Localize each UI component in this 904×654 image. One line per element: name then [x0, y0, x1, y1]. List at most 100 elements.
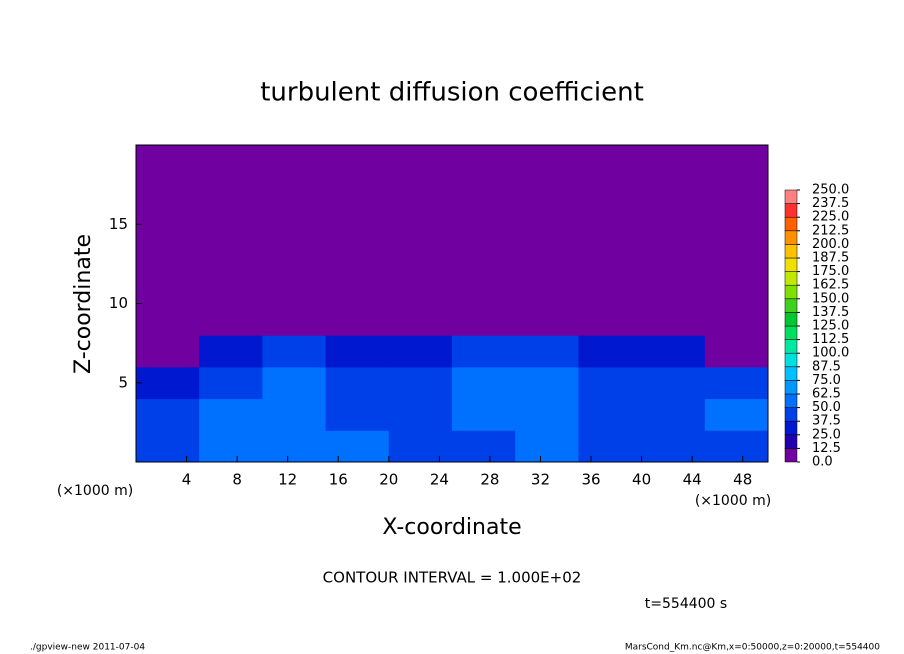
heat-cell — [199, 398, 263, 431]
colorbar-swatch — [784, 230, 798, 245]
colorbar-swatch — [784, 284, 798, 300]
heat-cell — [452, 335, 516, 368]
colorbar-swatch — [784, 380, 798, 395]
heat-cell — [452, 145, 516, 178]
heat-cell — [578, 271, 643, 304]
colorbar-swatch — [784, 312, 798, 327]
y-axis-label: Z-coordinate — [71, 234, 96, 374]
colorbar-swatch — [784, 366, 798, 381]
x-axis-label: X-coordinate — [382, 515, 521, 540]
colorbar-swatch — [784, 257, 798, 272]
time-label: t=554400 s — [645, 596, 727, 612]
heat-cell — [388, 240, 453, 273]
colorbar-swatch — [784, 216, 798, 232]
colorbar-swatch — [784, 325, 798, 340]
chart-title: turbulent diffusion coefficient — [260, 78, 644, 108]
heat-cell — [578, 240, 643, 273]
colorbar-swatch — [784, 189, 798, 204]
colorbar-label: 50.0 — [812, 400, 841, 415]
heat-cell — [515, 430, 579, 463]
heat-cell — [262, 335, 327, 368]
colorbar-swatch — [784, 352, 798, 368]
y-tick-label: 5 — [118, 373, 128, 391]
heat-cell — [325, 366, 390, 400]
colorbar-label: 150.0 — [812, 291, 849, 306]
colorbar-label: 0.0 — [812, 455, 833, 470]
colorbar-swatch — [784, 298, 798, 313]
colorbar-label: 25.0 — [812, 427, 841, 442]
heat-cell — [578, 335, 643, 368]
heat-cell — [199, 240, 263, 273]
x-unit-label: (×1000 m) — [695, 493, 771, 509]
heat-cell — [704, 303, 769, 336]
x-tick-label: 16 — [329, 471, 348, 489]
heat-cell — [452, 303, 516, 336]
heat-cell — [641, 303, 706, 336]
heat-cell — [262, 145, 327, 178]
heat-cell — [325, 240, 390, 273]
colorbar-label: 212.5 — [812, 223, 849, 238]
x-tick-label: 28 — [480, 471, 499, 489]
heat-cell — [578, 145, 643, 178]
colorbar-label: 100.0 — [812, 346, 849, 361]
colorbar-swatch — [784, 434, 798, 449]
heat-cell — [388, 145, 453, 178]
heat-cell — [136, 240, 200, 273]
heat-cell — [704, 398, 769, 431]
colorbar-swatch — [784, 339, 798, 354]
colorbar-label: 37.5 — [812, 414, 841, 429]
heat-cell — [325, 303, 390, 336]
heat-cell — [136, 145, 200, 178]
heat-cell — [262, 240, 327, 273]
colorbar-label: 75.0 — [812, 373, 841, 388]
heat-cell — [641, 208, 706, 241]
heat-cell — [704, 145, 769, 178]
colorbar-label: 137.5 — [812, 305, 849, 320]
heat-cell — [199, 208, 263, 241]
x-tick-label: 48 — [733, 471, 752, 489]
heat-cell — [199, 335, 263, 368]
heat-cell — [515, 208, 579, 241]
heat-cell — [452, 271, 516, 304]
colorbar-swatch — [784, 448, 798, 463]
y-tick-label: 10 — [109, 294, 128, 312]
y-tick-label: 15 — [109, 215, 128, 233]
colorbar-label: 62.5 — [812, 387, 841, 402]
colorbar-label: 200.0 — [812, 237, 849, 252]
colorbar-label: 187.5 — [812, 251, 849, 266]
heat-cell — [515, 240, 579, 273]
heat-cell — [388, 335, 453, 368]
x-tick-label: 20 — [379, 471, 398, 489]
heat-cell — [515, 176, 579, 209]
heat-cell — [452, 398, 516, 431]
heat-cell — [704, 208, 769, 241]
heat-cell — [262, 303, 327, 336]
heat-cell — [515, 145, 579, 178]
heat-cell — [704, 176, 769, 209]
heat-cell — [452, 208, 516, 241]
heat-cell — [704, 335, 769, 368]
x-tick-label: 12 — [278, 471, 297, 489]
x-tick-label: 4 — [182, 471, 192, 489]
heat-cell — [325, 176, 390, 209]
heat-cell — [641, 398, 706, 431]
x-tick-label: 32 — [531, 471, 550, 489]
colorbar-swatch — [784, 203, 798, 218]
heat-cell — [136, 208, 200, 241]
heat-cell — [136, 271, 200, 304]
heat-cell — [578, 176, 643, 209]
heat-cell — [388, 430, 453, 463]
heat-cell — [578, 366, 643, 400]
colorbar-swatch — [784, 244, 798, 259]
heat-cell — [704, 240, 769, 273]
heat-cell — [641, 335, 706, 368]
heat-cell — [641, 240, 706, 273]
heat-cell — [641, 271, 706, 304]
heat-cell — [641, 366, 706, 400]
heat-cell — [325, 430, 390, 463]
heat-cell — [262, 208, 327, 241]
heat-cell — [199, 271, 263, 304]
heat-cell — [136, 430, 200, 463]
heat-cell — [136, 335, 200, 368]
